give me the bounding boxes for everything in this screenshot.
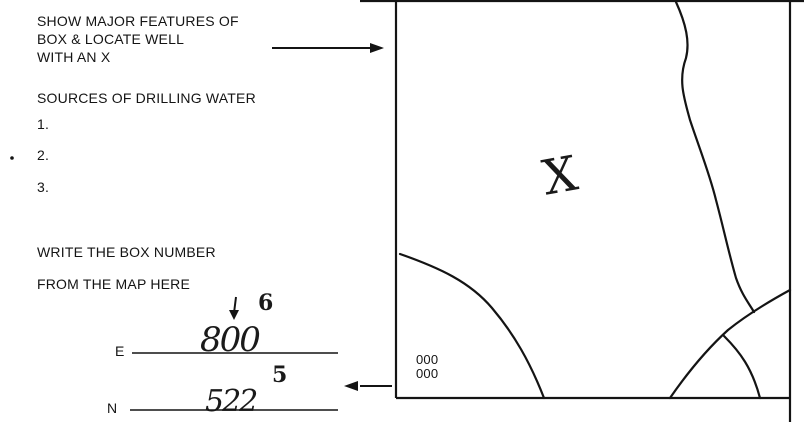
map-box [360,0,804,422]
arrows [229,43,392,391]
map-corner-code-2: 000 [416,366,439,381]
map-feature-lines [398,0,792,400]
e-correction-digit: 6 [258,290,274,316]
entry-lines [130,352,338,411]
arc-lower-right-b [722,334,762,400]
drilling-water-item-1: 1. [37,116,50,132]
box-number-line-2: FROM THE MAP HERE [37,276,191,292]
arc-lower-left [398,252,546,400]
stray-dot [10,156,14,160]
box-number-line-1: WRITE THE BOX NUMBER [37,244,216,260]
drilling-water-item-3: 3. [37,179,50,195]
river-line [674,0,756,314]
instruction-line-3: WITH AN X [37,49,111,65]
instruction-line-1: SHOW MAJOR FEATURES OF [37,13,239,29]
drilling-water-heading: SOURCES OF DRILLING WATER [37,90,256,106]
e-label: E [115,343,125,359]
n-label: N [107,400,118,416]
drilling-water-item-2: 2. [37,147,50,163]
n-correction-digit: 5 [272,362,288,388]
n-value-handwritten: 522 [205,384,258,419]
instruction-line-2: BOX & LOCATE WELL [37,31,185,47]
map-corner-code-1: 000 [416,352,439,367]
arc-lower-right-a [668,288,792,400]
